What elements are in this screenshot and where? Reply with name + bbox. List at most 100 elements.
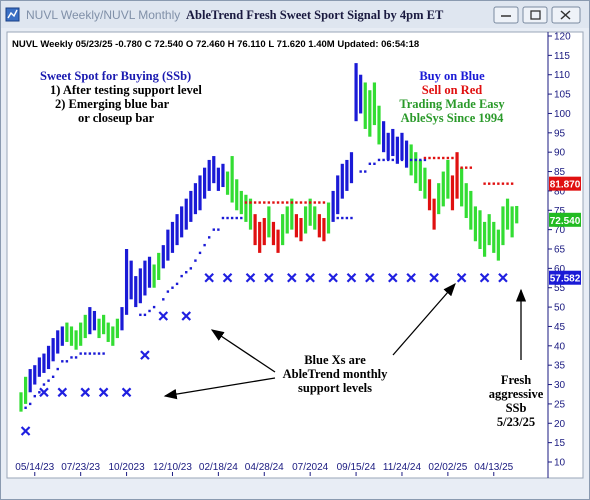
- support-dot: [139, 313, 142, 317]
- price-bar: [308, 198, 312, 226]
- price-bar: [349, 152, 354, 184]
- support-dot: [88, 352, 92, 355]
- price-bar: [134, 276, 138, 308]
- resistance-dot: [272, 201, 275, 204]
- price-bar: [299, 218, 303, 242]
- support-dot: [382, 158, 385, 162]
- support-dot: [51, 375, 55, 378]
- x-tick-label: 07/2024: [292, 462, 329, 473]
- annotation: 2) Emerging blue bar: [55, 97, 170, 111]
- support-dot: [93, 352, 96, 355]
- price-bar: [437, 183, 441, 215]
- monthly-support-x: [121, 387, 132, 398]
- price-bar: [102, 314, 106, 335]
- resistance-dot: [506, 182, 509, 185]
- support-dot: [240, 216, 243, 220]
- price-bar: [423, 167, 427, 199]
- resistance-dot: [442, 156, 445, 160]
- price-bar: [404, 140, 409, 168]
- support-dot: [185, 271, 188, 274]
- monthly-support-x: [245, 272, 256, 283]
- price-bar: [285, 206, 289, 234]
- price-bar: [446, 159, 450, 199]
- support-dot: [166, 290, 170, 293]
- price-bar: [455, 152, 459, 199]
- price-bar: [115, 318, 119, 339]
- resistance-dot: [304, 201, 307, 204]
- support-dot: [175, 282, 179, 286]
- monthly-support-x: [406, 272, 416, 283]
- tabs[interactable]: NUVL Weekly/NUVL Monthly: [26, 8, 180, 22]
- monthly-support-x: [264, 272, 274, 283]
- resistance-dot: [446, 156, 450, 160]
- y-tick-label: 115: [554, 51, 570, 62]
- price-bar: [83, 314, 87, 339]
- price-bar: [460, 167, 464, 207]
- y-tick-label: 30: [554, 380, 566, 391]
- y-tick-label: 20: [554, 419, 566, 430]
- resistance-dot: [460, 166, 463, 169]
- price-bar: [203, 167, 207, 199]
- price-bar: [235, 179, 239, 211]
- support-dot: [405, 158, 408, 162]
- price-label-box: [549, 270, 581, 285]
- annotation: or closeup bar: [78, 111, 155, 125]
- x-tick-label: 02/02/25: [428, 462, 467, 473]
- price-bar: [69, 326, 74, 346]
- y-tick-label: 25: [554, 399, 566, 410]
- y-tick-label: 110: [554, 70, 570, 81]
- monthly-support-x: [222, 272, 233, 283]
- support-dot: [171, 286, 174, 289]
- support-dot: [364, 170, 367, 173]
- price-bar: [322, 218, 326, 242]
- price-bar: [395, 136, 399, 164]
- support-dot: [162, 298, 165, 301]
- restore-button[interactable]: [522, 6, 548, 24]
- minimize-button[interactable]: [493, 6, 519, 24]
- price-bar: [193, 183, 198, 215]
- support-dot: [212, 228, 215, 231]
- support-dot: [148, 309, 151, 313]
- price-bar: [340, 163, 344, 199]
- support-dot: [396, 158, 399, 162]
- y-tick-label: 45: [554, 322, 566, 333]
- price-bar: [157, 252, 161, 280]
- resistance-dot: [313, 201, 316, 204]
- monthly-support-x: [158, 311, 169, 321]
- resistance-dot: [276, 201, 280, 204]
- price-bar: [294, 214, 298, 238]
- resistance-dot: [483, 182, 486, 185]
- resistance-dot: [299, 201, 303, 204]
- monthly-support-x: [479, 272, 490, 283]
- support-dot: [56, 367, 59, 371]
- y-tick-label: 90: [554, 148, 566, 159]
- price-bar: [79, 322, 83, 346]
- resistance-dot: [258, 201, 261, 204]
- x-tick-label: 09/15/24: [337, 462, 376, 473]
- annotation: AbleTrend monthly: [283, 367, 389, 381]
- resistance-dot: [428, 156, 431, 160]
- price-label: 57.582: [550, 274, 581, 285]
- support-dot: [61, 360, 64, 363]
- resistance-dot: [249, 201, 252, 204]
- resistance-dot: [497, 182, 500, 185]
- support-dot: [143, 313, 147, 317]
- price-label-box: [549, 176, 581, 191]
- price-bar: [65, 322, 69, 342]
- support-dot: [235, 216, 238, 220]
- price-bar: [184, 198, 188, 230]
- support-dot: [198, 251, 202, 255]
- support-dot: [409, 158, 413, 162]
- price-bar: [317, 214, 321, 238]
- support-dot: [414, 158, 417, 162]
- support-dot: [230, 216, 234, 220]
- price-bar: [262, 218, 266, 246]
- price-bar: [313, 206, 317, 230]
- annotations: Sweet Spot for Buying (SSb) 1) After tes…: [40, 69, 544, 429]
- support-dot: [70, 356, 73, 359]
- support-dot: [189, 267, 193, 270]
- price-bar: [478, 210, 482, 249]
- monthly-support-x: [39, 387, 49, 398]
- y-tick-label: 120: [554, 32, 571, 43]
